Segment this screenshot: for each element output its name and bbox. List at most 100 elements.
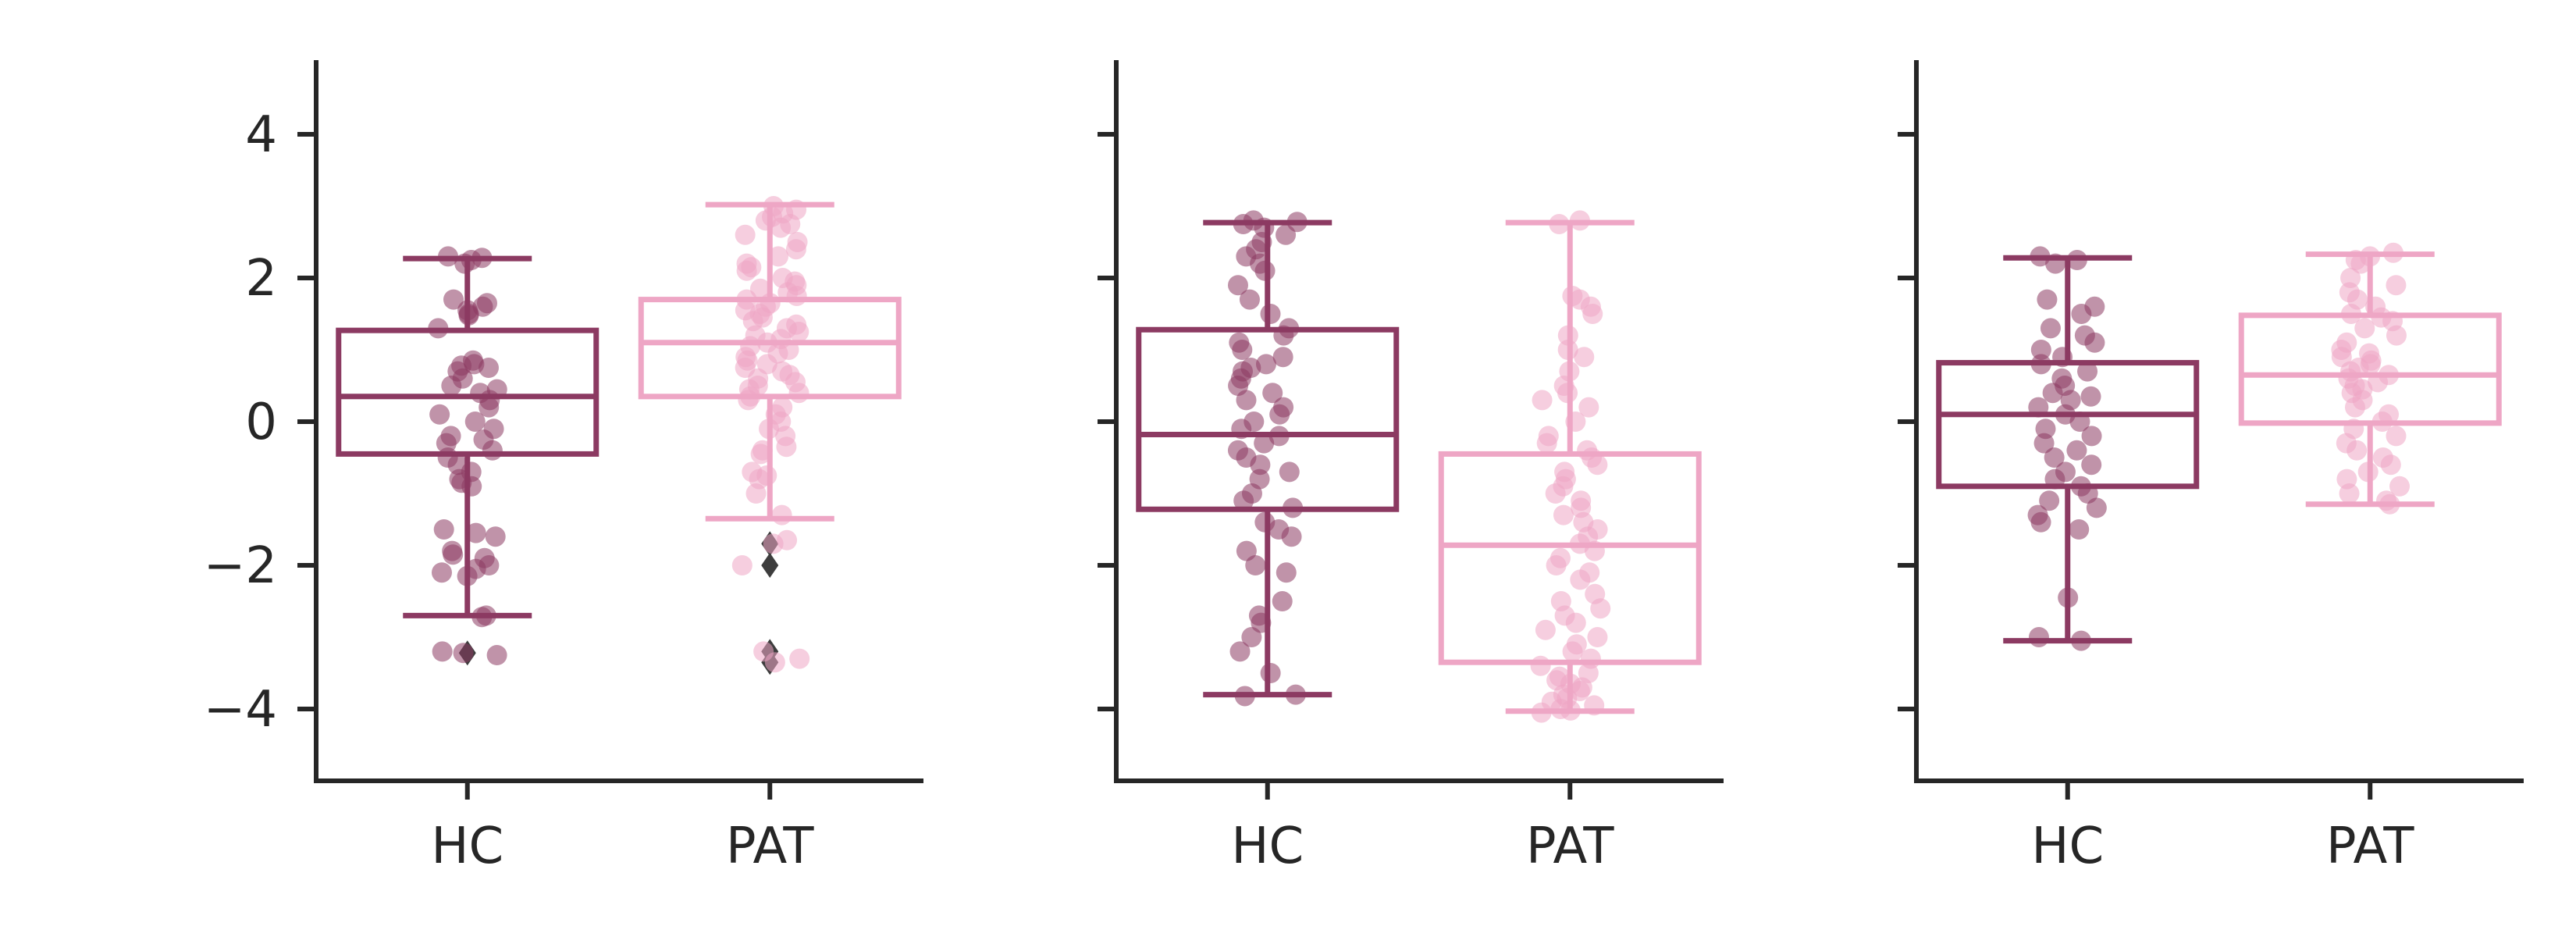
data-point — [433, 519, 454, 540]
data-point — [2030, 354, 2051, 375]
data-point — [2380, 454, 2401, 476]
data-point — [770, 217, 792, 238]
data-point — [1233, 214, 1254, 234]
data-point — [438, 246, 459, 267]
data-point — [1530, 655, 1551, 676]
data-point — [1570, 569, 1591, 590]
x-tick-label: HC — [431, 818, 503, 875]
data-point — [2081, 454, 2102, 476]
data-point — [2340, 304, 2361, 324]
data-point — [2354, 318, 2375, 339]
x-tick-label: PAT — [726, 818, 814, 875]
data-point — [736, 260, 757, 281]
data-point — [749, 278, 770, 299]
data-point — [750, 444, 771, 465]
data-point — [1234, 686, 1255, 707]
data-point — [745, 483, 767, 504]
data-point — [2044, 468, 2065, 490]
data-point — [1233, 490, 1254, 511]
data-point — [1549, 214, 1570, 234]
data-point — [1232, 340, 1253, 360]
data-point — [2382, 242, 2403, 263]
data-point — [2357, 461, 2379, 483]
data-point — [1272, 347, 1293, 368]
data-point — [1557, 325, 1578, 346]
data-point — [789, 648, 810, 669]
data-point — [755, 210, 776, 231]
panel-3: HC PAT — [1898, 60, 2524, 875]
data-point — [1229, 641, 1251, 662]
panel-1: 4 2 0 −2 −4 HC PAT — [204, 60, 923, 875]
data-point — [1578, 397, 1599, 418]
data-point — [1276, 224, 1297, 245]
data-point — [1231, 419, 1252, 440]
data-point — [458, 305, 479, 326]
iqr-box — [1438, 451, 1702, 665]
data-point — [2066, 250, 2087, 270]
data-point — [763, 533, 784, 554]
data-point — [1587, 454, 1608, 476]
x-tick-label: HC — [2031, 818, 2104, 875]
data-point — [2386, 426, 2407, 447]
y-tick-label: −4 — [204, 681, 277, 739]
data-point — [767, 246, 788, 267]
data-point — [2037, 289, 2058, 310]
box-pat — [638, 201, 902, 675]
data-point — [443, 544, 464, 565]
data-point — [2039, 490, 2060, 511]
data-point — [479, 397, 500, 418]
x-tick-label: HC — [1231, 818, 1304, 875]
data-point — [1574, 347, 1595, 368]
data-point — [1590, 598, 1611, 619]
data-point — [2069, 411, 2090, 432]
data-point — [429, 404, 450, 425]
data-point — [2066, 440, 2087, 461]
data-point — [1565, 612, 1586, 633]
data-point — [1587, 627, 1608, 647]
data-point — [1281, 526, 1302, 547]
data-point — [441, 376, 462, 396]
data-point — [1531, 702, 1552, 723]
data-point — [1251, 612, 1272, 633]
points-pat — [731, 196, 810, 673]
data-point — [1584, 540, 1605, 561]
data-point — [2386, 275, 2407, 296]
data-point — [1254, 260, 1276, 281]
data-point — [2069, 519, 2090, 540]
data-point — [2344, 397, 2365, 418]
data-point — [786, 286, 807, 306]
data-point — [1557, 383, 1578, 404]
data-point — [2077, 361, 2098, 382]
data-point — [2084, 332, 2105, 353]
points-pat — [1530, 210, 1611, 723]
data-point — [443, 289, 464, 310]
iqr-box — [1136, 326, 1400, 512]
data-point — [465, 522, 486, 543]
data-point — [461, 476, 482, 497]
data-point — [2045, 253, 2066, 274]
data-point — [1584, 695, 1605, 716]
data-point — [788, 322, 809, 342]
data-point — [2044, 447, 2065, 468]
x-tick-label: PAT — [2326, 818, 2414, 875]
data-point — [2371, 411, 2393, 432]
data-point — [1268, 426, 1290, 447]
data-point — [2058, 587, 2079, 608]
data-point — [1545, 483, 1566, 504]
data-point — [2080, 386, 2101, 407]
data-point — [454, 253, 475, 274]
data-point — [771, 504, 792, 526]
data-point — [1272, 591, 1293, 611]
data-point — [2042, 383, 2063, 404]
data-point — [1582, 304, 1603, 324]
iqr-box — [336, 327, 600, 457]
data-point — [457, 565, 478, 586]
data-point — [1260, 304, 1281, 324]
data-point — [1236, 390, 1257, 411]
data-point — [2033, 433, 2055, 454]
data-point — [1553, 504, 1574, 526]
data-point — [478, 358, 499, 378]
x-tick-label: PAT — [1526, 818, 1614, 875]
data-point — [1557, 340, 1578, 360]
data-point — [2389, 476, 2411, 497]
